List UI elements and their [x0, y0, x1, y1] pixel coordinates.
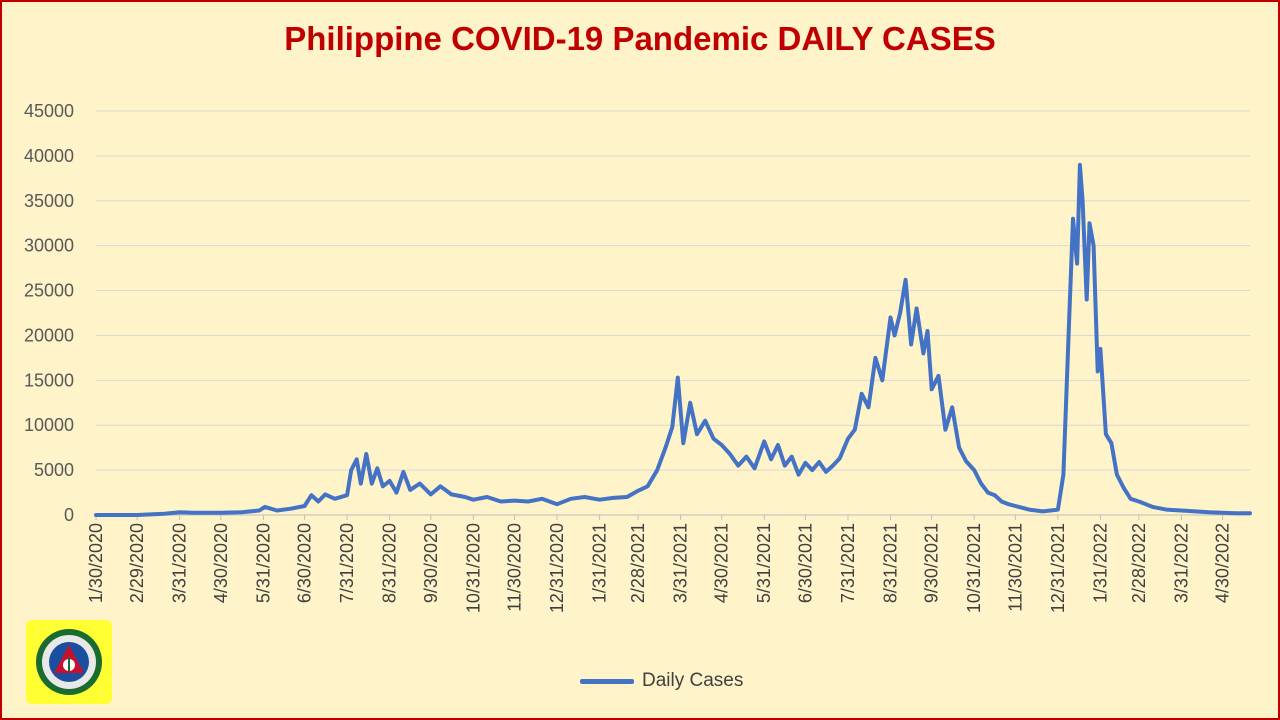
chart-title: Philippine COVID-19 Pandemic DAILY CASES: [284, 20, 996, 57]
x-tick-label: 5/31/2020: [253, 523, 273, 603]
chart-legend: Daily Cases: [580, 670, 743, 692]
x-tick-label: 9/30/2021: [922, 523, 942, 603]
x-tick-label: 2/28/2021: [628, 523, 648, 603]
x-tick-label: 6/30/2021: [795, 523, 815, 603]
x-tick-label: 11/30/2020: [505, 523, 525, 612]
x-tick-label: 5/31/2021: [754, 523, 774, 603]
x-tick-label: 12/31/2021: [1048, 523, 1068, 613]
x-tick-label: 9/30/2020: [421, 523, 441, 603]
y-tick-label: 35000: [24, 191, 74, 211]
doh-logo: [26, 620, 112, 704]
x-tick-label: 3/31/2021: [671, 523, 691, 603]
series-line-daily-cases: [94, 162, 1252, 517]
x-tick-label: 4/30/2020: [211, 523, 231, 603]
y-tick-label: 20000: [24, 325, 74, 345]
x-tick-label: 12/31/2020: [547, 523, 567, 613]
x-tick-label: 8/31/2020: [380, 523, 400, 603]
x-tick-label: 4/30/2021: [712, 523, 732, 603]
x-tick-label: 6/30/2020: [295, 523, 315, 603]
x-tick-label: 3/31/2022: [1171, 523, 1191, 603]
y-tick-label: 25000: [24, 281, 74, 301]
x-tick-label: 1/30/2020: [86, 523, 106, 603]
x-tick-label: 7/31/2021: [838, 523, 858, 603]
legend-swatch-daily-cases: [580, 678, 634, 684]
x-tick-label: 1/31/2021: [590, 523, 610, 603]
doh-seal-icon: [36, 629, 102, 695]
x-tick-label: 10/31/2021: [964, 523, 984, 613]
x-tick-label: 7/31/2020: [337, 523, 357, 603]
y-tick-label: 30000: [24, 236, 74, 256]
y-tick-label: 5000: [34, 460, 74, 480]
x-tick-label: 10/31/2020: [463, 523, 483, 613]
y-tick-label: 40000: [24, 146, 74, 166]
legend-label-daily-cases: Daily Cases: [642, 670, 744, 691]
x-tick-label: 4/30/2022: [1213, 523, 1233, 603]
x-tick-label: 8/31/2021: [880, 523, 900, 603]
x-tick-label: 1/31/2022: [1090, 523, 1110, 603]
y-tick-label: 45000: [24, 101, 74, 121]
x-tick-label: 2/28/2022: [1129, 523, 1149, 603]
y-tick-label: 10000: [24, 415, 74, 435]
x-tick-label: 3/31/2020: [170, 523, 190, 603]
y-tick-label: 0: [64, 505, 74, 525]
y-tick-label: 15000: [24, 370, 74, 390]
x-tick-label: 11/30/2021: [1005, 523, 1025, 612]
x-tick-label: 2/29/2020: [127, 523, 147, 603]
